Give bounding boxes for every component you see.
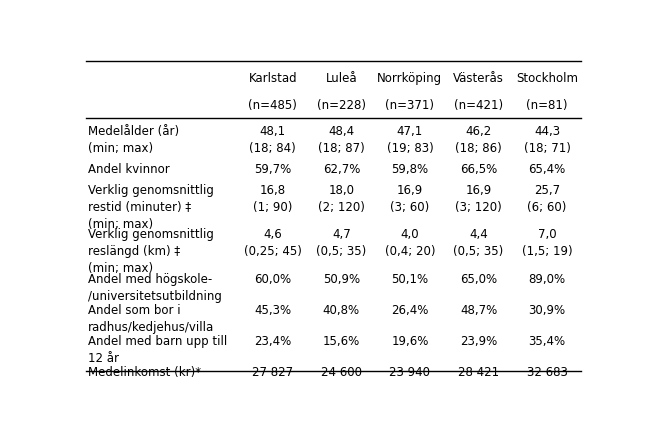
Text: 89,0%: 89,0% (528, 273, 566, 285)
Text: 15,6%: 15,6% (323, 335, 360, 348)
Text: 59,7%: 59,7% (254, 163, 291, 176)
Text: 16,9
(3; 60): 16,9 (3; 60) (390, 184, 430, 214)
Text: 40,8%: 40,8% (323, 304, 360, 317)
Text: 46,2
(18; 86): 46,2 (18; 86) (455, 125, 502, 155)
Text: 27 827: 27 827 (252, 366, 293, 379)
Text: Andel som bor i
radhus/kedjehus/villa: Andel som bor i radhus/kedjehus/villa (89, 304, 214, 334)
Text: 23 940: 23 940 (390, 366, 430, 379)
Text: 23,9%: 23,9% (460, 335, 497, 348)
Text: 16,9
(3; 120): 16,9 (3; 120) (455, 184, 502, 214)
Text: 4,0
(0,4; 20): 4,0 (0,4; 20) (384, 228, 435, 258)
Text: 65,0%: 65,0% (460, 273, 497, 285)
Text: 23,4%: 23,4% (254, 335, 291, 348)
Text: 4,6
(0,25; 45): 4,6 (0,25; 45) (244, 228, 302, 258)
Text: (n=228): (n=228) (317, 99, 366, 112)
Text: 60,0%: 60,0% (254, 273, 291, 285)
Text: 50,1%: 50,1% (391, 273, 428, 285)
Text: Karlstad: Karlstad (249, 72, 297, 86)
Text: 59,8%: 59,8% (391, 163, 428, 176)
Text: 4,4
(0,5; 35): 4,4 (0,5; 35) (453, 228, 504, 258)
Text: Norrköping: Norrköping (377, 72, 443, 86)
Text: 48,1
(18; 84): 48,1 (18; 84) (249, 125, 296, 155)
Text: Andel med högskole-
/universitetsutbildning: Andel med högskole- /universitetsutbildn… (89, 273, 222, 302)
Text: 62,7%: 62,7% (322, 163, 360, 176)
Text: 16,8
(1; 90): 16,8 (1; 90) (253, 184, 293, 214)
Text: 44,3
(18; 71): 44,3 (18; 71) (524, 125, 570, 155)
Text: 35,4%: 35,4% (528, 335, 566, 348)
Text: 24 600: 24 600 (321, 366, 362, 379)
Text: 25,7
(6; 60): 25,7 (6; 60) (527, 184, 567, 214)
Text: Verklig genomsnittlig
reslängd (km) ‡
(min; max): Verklig genomsnittlig reslängd (km) ‡ (m… (89, 228, 214, 275)
Text: Stockholm: Stockholm (516, 72, 578, 86)
Text: (n=371): (n=371) (386, 99, 434, 112)
Text: 47,1
(19; 83): 47,1 (19; 83) (386, 125, 433, 155)
Text: 50,9%: 50,9% (323, 273, 360, 285)
Text: Västerås: Västerås (453, 72, 504, 86)
Text: Andel med barn upp till
12 år: Andel med barn upp till 12 år (89, 335, 227, 365)
Text: 48,4
(18; 87): 48,4 (18; 87) (318, 125, 365, 155)
Text: 19,6%: 19,6% (391, 335, 428, 348)
Text: (n=485): (n=485) (248, 99, 297, 112)
Text: 26,4%: 26,4% (391, 304, 428, 317)
Text: Verklig genomsnittlig
restid (minuter) ‡
(min; max): Verklig genomsnittlig restid (minuter) ‡… (89, 184, 214, 231)
Text: (n=81): (n=81) (526, 99, 568, 112)
Text: 7,0
(1,5; 19): 7,0 (1,5; 19) (522, 228, 572, 258)
Text: 4,7
(0,5; 35): 4,7 (0,5; 35) (316, 228, 366, 258)
Text: Luleå: Luleå (326, 72, 357, 86)
Text: 32 683: 32 683 (526, 366, 568, 379)
Text: 30,9%: 30,9% (528, 304, 566, 317)
Text: (n=421): (n=421) (454, 99, 503, 112)
Text: Medelålder (år)
(min; max): Medelålder (år) (min; max) (89, 125, 180, 155)
Text: 65,4%: 65,4% (528, 163, 566, 176)
Text: 48,7%: 48,7% (460, 304, 497, 317)
Text: 18,0
(2; 120): 18,0 (2; 120) (318, 184, 365, 214)
Text: 45,3%: 45,3% (254, 304, 291, 317)
Text: Andel kvinnor: Andel kvinnor (89, 163, 170, 176)
Text: Medelinkomst (kr)*: Medelinkomst (kr)* (89, 366, 202, 379)
Text: 28 421: 28 421 (458, 366, 499, 379)
Text: 66,5%: 66,5% (460, 163, 497, 176)
